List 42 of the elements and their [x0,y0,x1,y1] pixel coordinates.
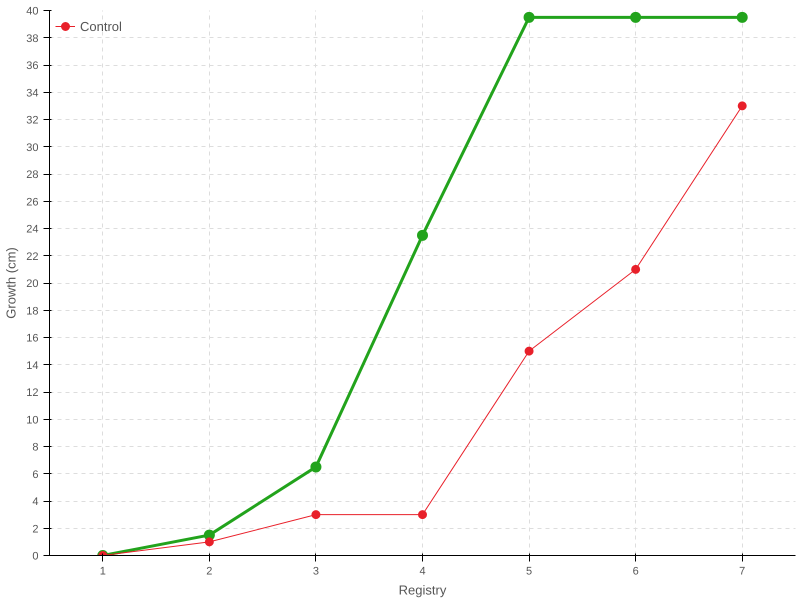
x-tick-label: 3 [312,566,319,578]
y-tick-label: 32 [26,114,39,126]
point [738,101,747,110]
point [524,346,534,356]
point [204,537,214,546]
point [631,264,640,274]
x-tick-label: 1 [100,566,106,578]
point [418,510,427,520]
point [630,12,642,23]
y-tick-label: 2 [32,523,39,536]
y-tick-label: 20 [26,278,39,290]
y-tick-label: 28 [26,169,39,181]
point [417,230,428,241]
y-tick-label: 24 [26,224,39,236]
x-tick-label: 5 [526,566,532,578]
y-tick-label: 30 [26,142,39,154]
y-tick-label: 12 [26,387,39,399]
y-tick-label: 4 [32,496,39,508]
y-tick-label: 36 [26,60,39,72]
y-tick-label: 6 [32,468,39,481]
y-tick-label: 26 [26,196,39,208]
y-tick-label: 38 [26,32,39,45]
y-tick-label: 14 [26,360,39,372]
y-axis-title: Growth (cm) [3,247,18,319]
y-tick-label: 10 [26,414,39,426]
point [736,12,748,23]
point [311,510,320,520]
y-tick-label: 18 [26,305,39,318]
point [310,461,322,472]
x-tick-label: 6 [632,566,639,578]
x-tick-label: 2 [206,566,212,578]
y-tick-label: 40 [26,6,39,18]
x-axis-title: Registry [398,582,447,598]
x-tick-label: 4 [419,566,426,578]
point [524,12,535,23]
y-tick-label: 34 [26,87,39,100]
y-tick-label: 16 [26,332,39,344]
x-tick-label: 7 [739,566,746,578]
y-tick-label: 8 [32,442,39,454]
legend-label: Control [80,18,122,34]
y-tick-label: 0 [32,550,39,562]
y-tick-label: 22 [26,250,39,263]
